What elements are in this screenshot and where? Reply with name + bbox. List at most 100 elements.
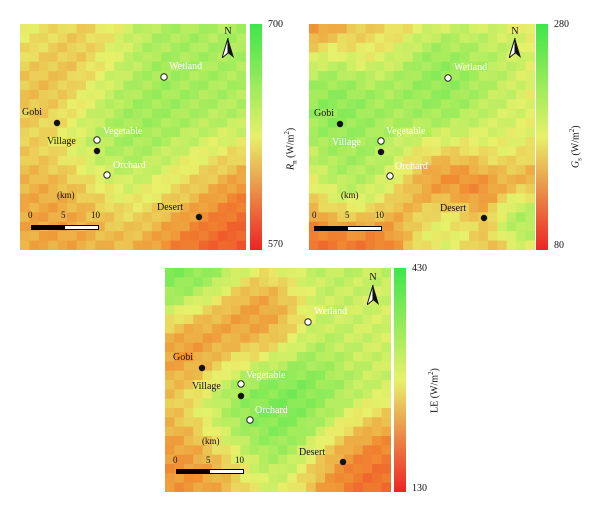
raster-cell <box>170 165 181 176</box>
raster-cell <box>372 361 383 372</box>
raster-cell <box>170 193 181 204</box>
raster-cell <box>123 137 134 148</box>
raster-cell <box>20 33 31 44</box>
raster-cell <box>403 137 414 148</box>
raster-cell <box>268 417 279 428</box>
raster-cell <box>221 454 232 465</box>
raster-cell <box>403 108 414 119</box>
raster-cell <box>296 426 307 437</box>
raster-cell <box>431 71 442 82</box>
raster-cell <box>412 184 423 195</box>
raster-cell <box>67 118 78 129</box>
raster-cell <box>189 61 200 72</box>
raster-cell <box>85 33 96 44</box>
raster-cell <box>133 165 144 176</box>
raster-cell <box>183 482 194 492</box>
raster-cell <box>343 464 354 474</box>
raster-cell <box>469 118 480 129</box>
raster-cell <box>525 52 535 63</box>
raster-cell <box>450 202 461 213</box>
raster-cell <box>450 231 461 242</box>
raster-cell <box>180 118 191 129</box>
raster-cell <box>259 324 270 334</box>
raster-cell <box>240 277 251 288</box>
raster-cell <box>278 314 289 325</box>
raster-cell <box>365 165 376 176</box>
raster-cell <box>337 33 348 44</box>
raster-cell <box>440 193 451 204</box>
raster-cell <box>384 24 395 35</box>
raster-cell <box>193 268 204 278</box>
raster-cell <box>412 89 423 100</box>
raster-cell <box>123 89 134 100</box>
raster-cell <box>123 99 134 110</box>
raster-cell <box>20 24 31 35</box>
raster-cell <box>259 286 270 297</box>
raster-cell <box>29 240 40 250</box>
raster-cell <box>356 33 367 44</box>
raster-cell <box>525 33 535 44</box>
raster-cell <box>193 436 204 446</box>
raster-cell <box>431 80 442 91</box>
raster-cell <box>296 389 307 400</box>
raster-cell <box>431 212 442 223</box>
raster-cell <box>85 71 96 82</box>
raster-cell <box>325 454 336 465</box>
raster-cell <box>450 24 461 35</box>
raster-cell <box>381 482 391 492</box>
raster-cell <box>268 454 279 465</box>
raster-cell <box>227 240 238 250</box>
raster-cell <box>327 33 338 44</box>
raster-cell <box>174 361 185 372</box>
raster-cell <box>278 277 289 288</box>
raster-cell <box>249 314 260 325</box>
raster-cell <box>48 89 59 100</box>
raster-cell <box>198 165 209 176</box>
raster-cell <box>212 296 223 306</box>
raster-cell <box>374 193 385 204</box>
raster-cell <box>268 342 279 353</box>
raster-cell <box>287 370 298 381</box>
raster-cell <box>353 342 364 353</box>
raster-cell <box>217 61 228 72</box>
raster-cell <box>459 127 470 138</box>
raster-cell <box>337 165 348 176</box>
raster-cell <box>403 165 414 176</box>
raster-cell <box>278 370 289 381</box>
raster-cell <box>450 184 461 195</box>
raster-cell <box>287 296 298 306</box>
raster-cell <box>372 314 383 325</box>
raster-cell <box>48 118 59 129</box>
raster-cell <box>114 231 125 242</box>
raster-cell <box>114 155 125 166</box>
raster-cell <box>374 231 385 242</box>
raster-cell <box>151 33 162 44</box>
raster-cell <box>346 118 357 129</box>
raster-cell <box>151 193 162 204</box>
raster-cell <box>133 137 144 148</box>
raster-cell <box>315 445 326 456</box>
raster-cell <box>327 24 338 35</box>
vegetable-marker <box>237 380 245 388</box>
raster-cell <box>440 146 451 157</box>
raster-cell <box>230 473 241 484</box>
raster-cell <box>412 42 423 53</box>
raster-cell <box>123 24 134 35</box>
raster-cell <box>236 24 246 35</box>
raster-cell <box>151 221 162 232</box>
raster-cell <box>104 221 115 232</box>
raster-cell <box>161 24 172 35</box>
raster-cell <box>48 127 59 138</box>
raster-cell <box>403 127 414 138</box>
raster-cell <box>208 127 219 138</box>
raster-cell <box>198 127 209 138</box>
raster-cell <box>85 108 96 119</box>
rn-colorbar <box>250 24 262 250</box>
raster-cell <box>198 193 209 204</box>
raster-cell <box>403 52 414 63</box>
raster-cell <box>29 146 40 157</box>
raster-cell <box>198 202 209 213</box>
raster-cell <box>165 352 176 362</box>
raster-cell <box>259 277 270 288</box>
raster-cell <box>478 61 489 72</box>
